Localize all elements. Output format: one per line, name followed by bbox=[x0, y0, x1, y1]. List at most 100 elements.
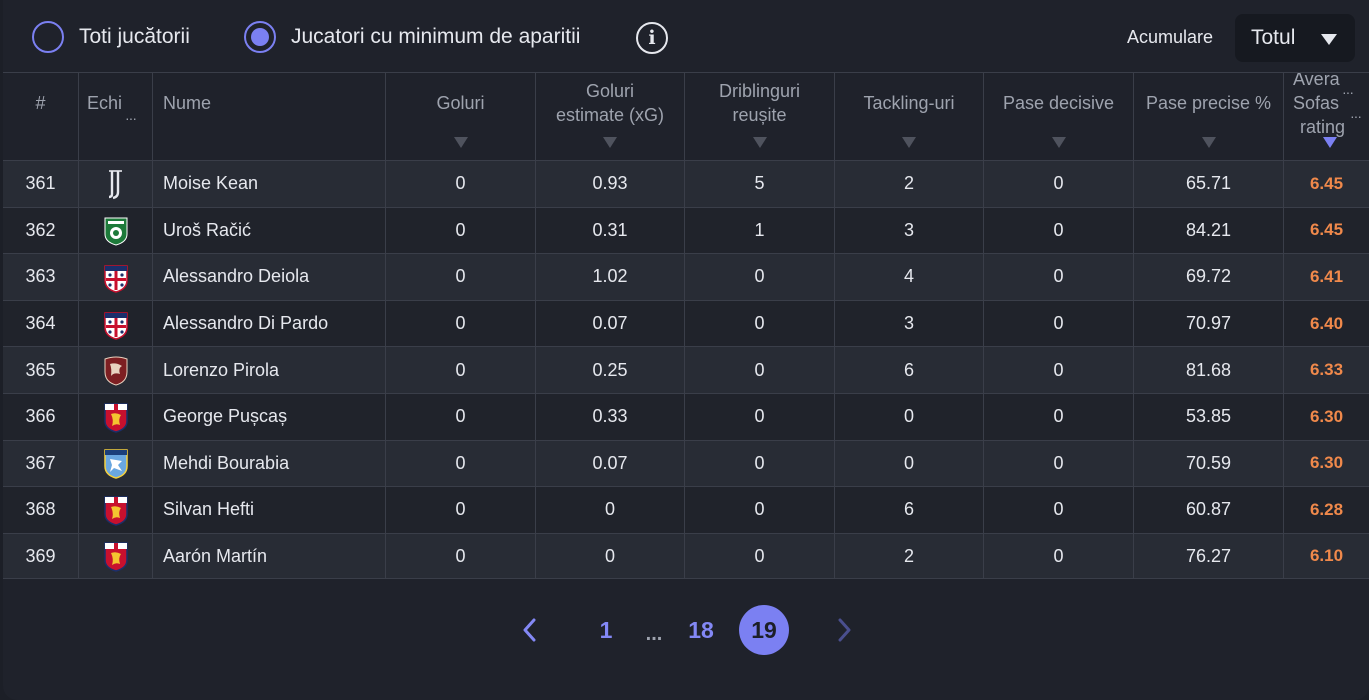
player-name-cell[interactable]: Moise Kean bbox=[152, 161, 385, 207]
sort-arrow-icon[interactable] bbox=[453, 137, 468, 148]
sort-arrow-icon[interactable] bbox=[902, 137, 916, 148]
table-row[interactable]: 364 Alessandro Di Pardo 0 0.07 0 3 0 70.97 6.40 bbox=[3, 299, 1369, 347]
next-page-button[interactable] bbox=[829, 604, 859, 656]
sort-arrow-icon[interactable] bbox=[752, 137, 767, 148]
team-cell[interactable] bbox=[78, 533, 152, 579]
tackles-cell-value: 6 bbox=[903, 359, 914, 380]
tackles-cell-value: 2 bbox=[903, 545, 914, 566]
header-rating[interactable]: Avera Sofas rating ··· ··· bbox=[1283, 73, 1369, 161]
player-name-cell-value[interactable]: Aarón Martín bbox=[163, 545, 268, 566]
table-row[interactable]: 365 Lorenzo Pirola 0 0.25 0 6 0 81.68 6.33 bbox=[3, 346, 1369, 393]
xg-cell-value: 0.25 bbox=[592, 359, 628, 380]
table-row[interactable]: 363 Alessandro Deiola 0 1.02 0 4 0 69.72 6.41 bbox=[3, 253, 1369, 300]
player-name-cell-value[interactable]: Moise Kean bbox=[163, 173, 259, 194]
info-icon[interactable]: i bbox=[636, 22, 668, 54]
player-name-cell[interactable]: Lorenzo Pirola bbox=[152, 347, 385, 393]
player-name-cell[interactable]: Aarón Martín bbox=[152, 533, 385, 579]
table-row[interactable]: 368 Silvan Hefti 0 0 0 6 0 60.87 6.28 bbox=[3, 486, 1369, 533]
radio-min-appearances[interactable]: Jucatori cu minimum de aparitii bbox=[244, 18, 580, 56]
player-name-cell-value[interactable]: Alessandro Di Pardo bbox=[163, 313, 329, 334]
player-name-cell[interactable]: Alessandro Di Pardo bbox=[152, 300, 385, 347]
xg-cell-value: 0.33 bbox=[592, 406, 628, 427]
player-name-cell-value[interactable]: Alessandro Deiola bbox=[163, 266, 310, 287]
goals-cell: 0 bbox=[385, 161, 535, 207]
header-name[interactable]: Nume bbox=[152, 73, 385, 161]
cagliari-crest-icon[interactable] bbox=[102, 261, 130, 293]
player-name-cell-value[interactable]: Mehdi Bourabia bbox=[163, 452, 290, 473]
genoa-crest-icon[interactable] bbox=[102, 540, 130, 572]
player-name-cell[interactable]: Alessandro Deiola bbox=[152, 254, 385, 300]
player-name-cell-value[interactable]: Silvan Hefti bbox=[163, 499, 255, 520]
team-cell[interactable] bbox=[78, 207, 152, 254]
player-name-cell[interactable]: Mehdi Bourabia bbox=[152, 440, 385, 487]
radio-all-players-label: Toti jucătorii bbox=[79, 25, 190, 48]
header-name-label: Nume bbox=[163, 93, 212, 113]
statistics-panel: Toti jucătorii Jucatori cu minimum de ap… bbox=[3, 0, 1369, 700]
genoa-crest-icon[interactable] bbox=[102, 494, 130, 526]
header-xg[interactable]: Goluri estimate (xG) bbox=[535, 73, 684, 161]
dribbles-cell: 0 bbox=[684, 440, 834, 487]
rating-cell-value: 6.41 bbox=[1309, 266, 1344, 286]
page-18-button[interactable]: 18 bbox=[688, 616, 714, 643]
team-cell[interactable] bbox=[78, 161, 152, 207]
radio-min-appearances-circle[interactable] bbox=[244, 21, 276, 53]
frosinone-crest-icon[interactable] bbox=[102, 447, 130, 480]
player-name-cell-value[interactable]: Lorenzo Pirola bbox=[163, 359, 280, 380]
team-cell[interactable] bbox=[78, 347, 152, 393]
team-cell[interactable] bbox=[78, 487, 152, 533]
header-tackles[interactable]: Tackling-uri bbox=[834, 73, 983, 161]
assists-cell: 0 bbox=[983, 533, 1133, 579]
team-cell[interactable] bbox=[78, 300, 152, 347]
table-row[interactable]: 362 Uroš Račić 0 0.31 1 3 0 84.21 6.45 bbox=[3, 206, 1369, 254]
sort-arrow-icon[interactable] bbox=[1051, 137, 1066, 148]
tackles-cell: 0 bbox=[834, 393, 983, 440]
salernitana-crest-icon[interactable] bbox=[102, 354, 130, 386]
header-assists[interactable]: Pase decisive bbox=[983, 73, 1133, 161]
sort-arrow-icon[interactable] bbox=[603, 137, 617, 148]
table-row[interactable]: 369 Aarón Martín 0 0 0 2 0 76.27 6.10 bbox=[3, 532, 1369, 580]
header-rank[interactable]: # bbox=[3, 73, 78, 161]
goals-cell-value: 0 bbox=[455, 266, 466, 287]
goals-cell-value: 0 bbox=[455, 173, 466, 194]
cagliari-crest-icon[interactable] bbox=[102, 308, 130, 340]
player-name-cell-value[interactable]: Uroš Račić bbox=[163, 219, 252, 240]
player-name-cell[interactable]: Uroš Račić bbox=[152, 207, 385, 254]
page-19-button[interactable]: 19 bbox=[739, 605, 789, 655]
player-name-cell-value[interactable]: George Pușcaș bbox=[163, 406, 288, 427]
genoa-crest-icon[interactable] bbox=[102, 401, 130, 433]
rating-cell-value: 6.40 bbox=[1309, 313, 1344, 333]
header-team[interactable]: Echi ··· bbox=[78, 73, 152, 161]
dribbles-cell: 0 bbox=[684, 393, 834, 440]
sort-arrow-icon[interactable] bbox=[1201, 137, 1216, 148]
table-row[interactable]: 366 George Pușcaș 0 0.33 0 0 0 53.85 6.30 bbox=[3, 392, 1369, 440]
sort-arrow-active-icon[interactable] bbox=[1322, 137, 1337, 148]
tackles-cell: 6 bbox=[834, 347, 983, 393]
player-name-cell[interactable]: George Pușcaș bbox=[152, 393, 385, 440]
accumulation-select[interactable]: Totul bbox=[1235, 14, 1355, 62]
rank-cell-value: 366 bbox=[25, 406, 56, 427]
table-row[interactable]: 361 Moise Kean 0 0.93 5 2 0 65.71 6.45 bbox=[3, 160, 1369, 207]
prev-page-button[interactable] bbox=[515, 604, 545, 656]
team-cell[interactable] bbox=[78, 440, 152, 487]
juventus-crest-icon[interactable] bbox=[102, 168, 130, 200]
team-cell[interactable] bbox=[78, 254, 152, 300]
team-cell[interactable] bbox=[78, 393, 152, 440]
header-rating-line1: Avera bbox=[1293, 73, 1340, 89]
pass-accuracy-cell-value: 70.97 bbox=[1185, 313, 1232, 334]
header-goals[interactable]: Goluri bbox=[385, 73, 535, 161]
dribbles-cell: 5 bbox=[684, 161, 834, 207]
radio-all-players-circle[interactable] bbox=[32, 21, 64, 53]
radio-all-players[interactable]: Toti jucătorii bbox=[32, 18, 190, 56]
header-pass-accuracy[interactable]: Pase precise % bbox=[1133, 73, 1283, 161]
header-dribbles-line2: reușite bbox=[732, 105, 787, 125]
player-name-cell[interactable]: Silvan Hefti bbox=[152, 487, 385, 533]
header-rating-line2: Sofas bbox=[1293, 93, 1340, 113]
header-dribbles[interactable]: Driblinguri reușite bbox=[684, 73, 834, 161]
page-1-button[interactable]: 1 bbox=[599, 616, 613, 643]
table-row[interactable]: 367 Mehdi Bourabia 0 0.07 0 0 0 70.59 6.30 bbox=[3, 439, 1369, 487]
rank-cell: 362 bbox=[3, 208, 78, 254]
rating-cell: 6.10 bbox=[1283, 533, 1369, 579]
rating-cell-value: 6.45 bbox=[1309, 220, 1344, 240]
sassuolo-crest-icon[interactable] bbox=[102, 214, 130, 246]
dribbles-cell-value: 0 bbox=[754, 406, 765, 427]
